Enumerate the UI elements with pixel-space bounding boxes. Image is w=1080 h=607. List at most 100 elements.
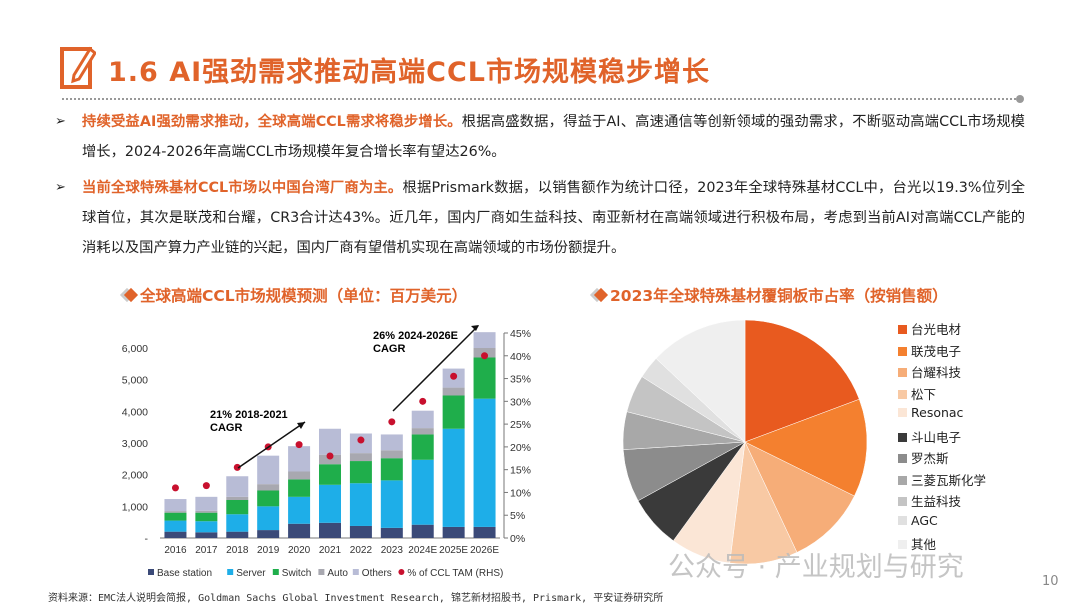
y2-tick-label: 35% xyxy=(510,374,531,386)
bar-segment-auto xyxy=(257,484,280,491)
bar-segment-auto xyxy=(226,496,249,500)
legend-label: 斗山电子 xyxy=(911,429,962,445)
bar-segment-server xyxy=(195,521,218,533)
x-tick-label: 2018 xyxy=(226,545,249,556)
legend-label: Switch xyxy=(282,568,311,579)
bar-segment-others xyxy=(195,496,218,511)
bar-segment-auto xyxy=(164,511,187,513)
section-title-text: 全球高端CCL市场规模预测（单位：百万美元） xyxy=(140,287,468,305)
bar-segment-server xyxy=(442,428,465,527)
bar-segment-switch xyxy=(349,461,372,484)
legend-label: 生益科技 xyxy=(911,494,962,509)
bar-segment-switch xyxy=(257,490,280,507)
legend-label: 台耀科技 xyxy=(911,365,962,380)
y2-tick-label: 40% xyxy=(510,351,531,363)
bar-segment-auto xyxy=(411,428,434,435)
bullet-2: ➢ 当前全球特殊基材CCL市场以中国台湾厂商为主。根据Prismark数据，以销… xyxy=(55,173,1025,263)
y2-tick-label: 5% xyxy=(510,510,525,522)
tam-pct-point xyxy=(326,452,334,460)
y2-tick-label: 20% xyxy=(510,442,531,454)
legend-swatch xyxy=(898,408,907,417)
legend-swatch xyxy=(898,454,907,463)
y2-tick-label: 25% xyxy=(510,419,531,431)
tam-pct-point xyxy=(450,372,458,380)
bar-segment-switch xyxy=(319,464,341,485)
legend-item: 三菱瓦斯化学 xyxy=(898,470,986,489)
y-tick-label: 3,000 xyxy=(122,438,148,450)
bar-segment-others xyxy=(288,446,311,472)
legend-item: 台耀科技 xyxy=(898,362,961,381)
legend-swatch xyxy=(398,569,405,575)
right-section-title: 2023年全球特殊基材覆铜板市占率（按销售额） xyxy=(589,284,948,306)
legend-item: 联茂电子 xyxy=(898,341,961,360)
tam-pct-point xyxy=(295,441,303,449)
bar-segment-auto xyxy=(349,453,372,462)
pie-slice xyxy=(655,319,746,443)
legend-swatch xyxy=(898,515,907,525)
x-tick-label: 2023 xyxy=(381,545,404,556)
bar-segment-server xyxy=(164,520,187,532)
bar-segment-base-station xyxy=(164,531,187,538)
bar-segment-switch xyxy=(164,512,187,521)
tam-pct-point xyxy=(419,397,427,405)
legend-label: 罗杰斯 xyxy=(911,451,949,466)
title-icon xyxy=(60,45,97,91)
legend-swatch xyxy=(227,569,234,575)
x-tick-label: 2022 xyxy=(350,545,373,556)
legend-swatch xyxy=(898,368,907,377)
legend-label: 三菱瓦斯化学 xyxy=(911,472,987,488)
tam-pct-point xyxy=(481,352,489,360)
bar-segment-server xyxy=(411,459,434,525)
bar-segment-auto xyxy=(380,450,403,459)
arrow-head xyxy=(297,422,305,429)
tam-pct-point xyxy=(233,463,241,471)
bullet-text: 根据Prismark数据，以销售额作为统计口径，2023年全球特殊基材CCL中，… xyxy=(82,180,1026,256)
bar-segment-server xyxy=(257,506,280,531)
section-title-text: 2023年全球特殊基材覆铜板市占率（按销售额） xyxy=(610,287,948,305)
tam-pct-point xyxy=(202,482,210,490)
x-tick-label: 2026E xyxy=(470,545,499,556)
legend-label: Auto xyxy=(327,568,348,579)
legend-swatch xyxy=(898,497,907,506)
legend-swatch xyxy=(272,569,279,575)
legend-swatch xyxy=(318,569,325,575)
legend-item: 罗杰斯 xyxy=(898,448,949,467)
y-tick-label: 5,000 xyxy=(122,375,148,387)
divider xyxy=(62,98,1020,100)
tam-pct-point xyxy=(357,436,365,444)
legend-item: 生益科技 xyxy=(898,491,961,510)
bar-segment-switch xyxy=(411,434,434,460)
bar-segment-server xyxy=(288,496,311,524)
x-tick-label: 2021 xyxy=(319,545,342,556)
arrow-bullet-icon: ➢ xyxy=(55,180,66,195)
bar-segment-others xyxy=(319,428,341,455)
page-number: 10 xyxy=(1042,574,1059,589)
left-section-title: 全球高端CCL市场规模预测（单位：百万美元） xyxy=(119,284,468,306)
cagr-arrow xyxy=(392,325,479,412)
bar-segment-server xyxy=(473,398,496,527)
legend-label: 台光电材 xyxy=(911,322,962,337)
bar-segment-auto xyxy=(195,510,218,513)
x-tick-label: 2024E xyxy=(408,545,437,556)
bar-segment-server xyxy=(349,483,372,526)
legend-item: Resonac xyxy=(898,405,963,420)
annotation-text: CAGR xyxy=(210,422,242,434)
bar-segment-others xyxy=(164,499,187,512)
y-tick-label: 6,000 xyxy=(122,343,148,355)
y2-tick-label: 45% xyxy=(510,328,531,340)
bullet-highlight: 持续受益AI强劲需求推动，全球高端CCL需求将稳步增长。 xyxy=(82,114,462,130)
bar-segment-base-station xyxy=(473,526,496,538)
x-tick-label: 2019 xyxy=(257,545,280,556)
bar-segment-switch xyxy=(195,512,218,522)
y2-tick-label: 30% xyxy=(510,396,531,408)
tam-pct-point xyxy=(388,418,396,426)
y-tick-label: 4,000 xyxy=(122,406,148,418)
legend-swatch xyxy=(898,432,907,442)
legend-label: AGC xyxy=(911,512,938,528)
y-tick-label: 1,000 xyxy=(122,501,148,513)
legend-item: 其他 xyxy=(898,534,936,553)
bar-segment-others xyxy=(473,332,496,348)
legend-swatch xyxy=(898,325,907,334)
y2-tick-label: 15% xyxy=(510,465,531,477)
arrow-head xyxy=(471,325,479,331)
